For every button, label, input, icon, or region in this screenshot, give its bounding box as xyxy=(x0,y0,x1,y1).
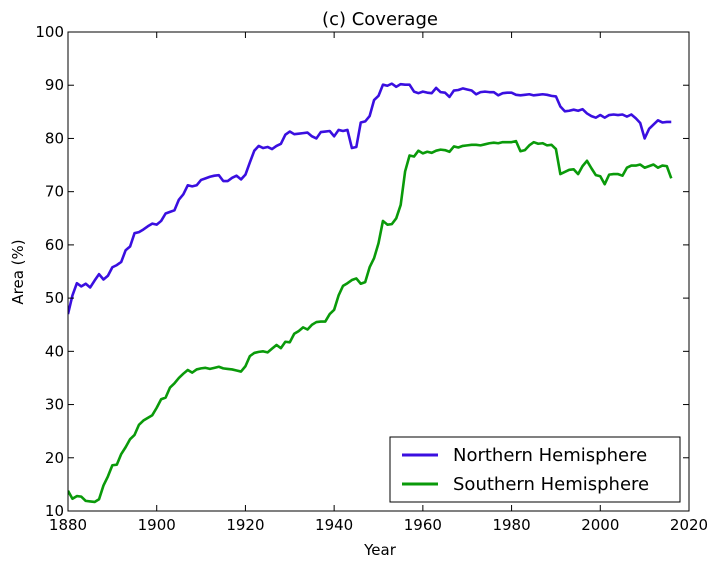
legend-label-northern: Northern Hemisphere xyxy=(453,445,647,466)
x-tick-label: 1920 xyxy=(226,516,264,534)
x-tick-label: 1940 xyxy=(315,516,353,534)
y-tick-label: 60 xyxy=(45,236,64,254)
legend-box xyxy=(389,436,681,503)
x-axis-label: Year xyxy=(363,541,397,559)
series-line-southern xyxy=(68,139,673,504)
y-tick-label: 10 xyxy=(45,502,64,520)
legend: Northern Hemisphere Southern Hemisphere xyxy=(389,436,681,503)
y-tick-label: 40 xyxy=(45,342,64,360)
x-tick-label: 2000 xyxy=(581,516,619,534)
y-axis-label: Area (%) xyxy=(9,239,27,304)
y-tick-label: 50 xyxy=(45,289,64,307)
series-line-northern xyxy=(68,82,672,315)
y-tick-label: 100 xyxy=(35,23,64,41)
x-tick-label: 1960 xyxy=(404,516,442,534)
ticks-layer: 1880 1900 1920 1940 1960 1980 2000 2020 10 20 30 40… xyxy=(35,23,708,534)
legend-label-southern: Southern Hemisphere xyxy=(453,474,649,495)
x-tick-label: 2020 xyxy=(670,516,708,534)
y-tick-label: 90 xyxy=(45,76,64,94)
y-tick-label: 20 xyxy=(45,449,64,467)
x-tick-label: 1900 xyxy=(138,516,176,534)
plot-frame xyxy=(67,31,690,512)
series-layer xyxy=(68,82,673,504)
chart-title: (c) Coverage xyxy=(322,9,438,30)
y-tick-label: 80 xyxy=(45,129,64,147)
y-tick-label: 30 xyxy=(45,396,64,414)
y-tick-label: 70 xyxy=(45,183,64,201)
x-tick-label: 1880 xyxy=(49,516,87,534)
x-tick-label: 1980 xyxy=(492,516,530,534)
